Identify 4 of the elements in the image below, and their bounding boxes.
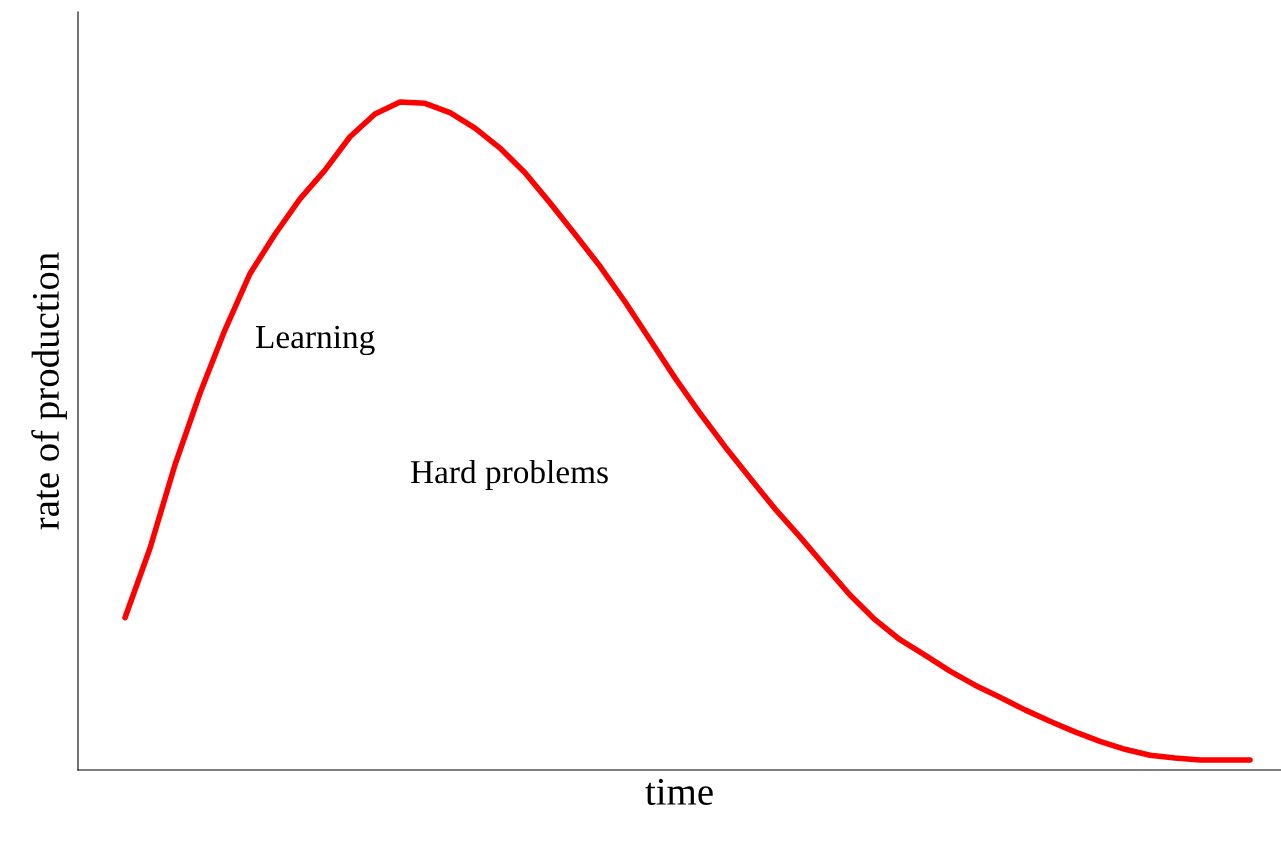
x-axis-title: time <box>645 778 713 806</box>
annotation: Hard problems <box>410 459 608 491</box>
y-axis-title: rate of production <box>31 252 67 530</box>
annotation: Learning <box>255 325 375 356</box>
